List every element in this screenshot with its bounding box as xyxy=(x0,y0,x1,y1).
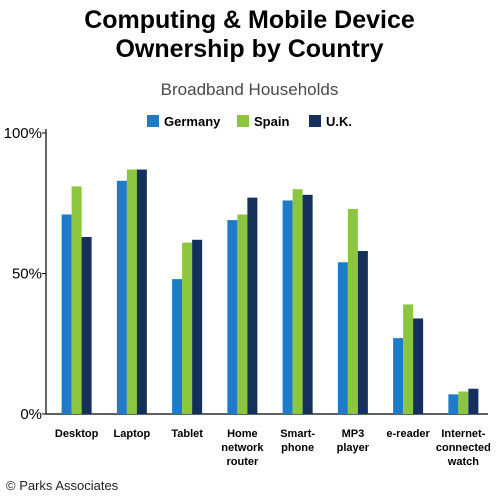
x-tick-label-5-2: phone xyxy=(281,442,314,454)
x-tick-label-3-1: Tablet xyxy=(171,428,203,440)
bar-7-3 xyxy=(413,318,424,414)
x-tick-label-5-1: Smart- xyxy=(280,428,315,440)
bar-2-2 xyxy=(126,169,137,414)
chart-title: Computing & Mobile Device Ownership by C… xyxy=(0,6,499,64)
x-tick-label-4-3: router xyxy=(226,456,259,468)
bar-6-2 xyxy=(347,208,358,414)
y-tick-label-1: 0% xyxy=(20,406,42,423)
x-tick-label-4-1: Home xyxy=(227,428,258,440)
bar-5-2 xyxy=(292,189,303,414)
bar-1-2 xyxy=(71,186,82,414)
x-tick-label-1-1: Desktop xyxy=(55,428,99,440)
x-tick-label-7-1: e-reader xyxy=(386,428,430,440)
bar-8-1 xyxy=(448,394,459,414)
legend-label-1: Germany xyxy=(164,114,221,129)
chart-title-line-2: Ownership by Country xyxy=(115,35,384,63)
legend-swatch-2 xyxy=(237,115,249,127)
y-tick-label-3: 100% xyxy=(4,125,42,142)
bar-3-3 xyxy=(192,239,203,414)
bar-8-2 xyxy=(458,391,469,414)
x-tick-label-8-2: connected xyxy=(436,442,491,454)
bar-2-1 xyxy=(116,180,127,414)
bar-8-3 xyxy=(468,388,479,414)
bar-6-3 xyxy=(357,251,368,414)
legend-label-2: Spain xyxy=(254,114,289,129)
x-tick-label-2-1: Laptop xyxy=(114,428,151,440)
legend-swatch-1 xyxy=(147,115,159,127)
x-tick-label-8-1: Internet- xyxy=(441,428,485,440)
x-tick-label-6-1: MP3 xyxy=(342,428,365,440)
bar-7-1 xyxy=(393,338,404,414)
chart-subtitle: Broadband Households xyxy=(160,80,339,99)
chart-title-line-1: Computing & Mobile Device xyxy=(84,6,415,34)
bar-4-1 xyxy=(227,220,238,414)
legend-label-3: U.K. xyxy=(326,114,352,129)
x-tick-label-6-2: player xyxy=(337,442,370,454)
x-tick-label-4-2: network xyxy=(221,442,264,454)
copyright-notice: © Parks Associates xyxy=(6,478,119,493)
bar-1-3 xyxy=(81,236,92,414)
bar-3-1 xyxy=(172,279,183,414)
y-tick-label-2: 50% xyxy=(12,266,42,283)
bar-6-1 xyxy=(337,262,348,414)
bar-7-2 xyxy=(403,304,414,414)
bar-5-1 xyxy=(282,200,293,414)
bar-2-3 xyxy=(136,169,147,414)
bar-4-3 xyxy=(247,197,258,414)
bar-4-2 xyxy=(237,214,248,414)
bar-5-3 xyxy=(302,194,313,414)
bar-1-1 xyxy=(61,214,72,414)
bar-3-2 xyxy=(182,242,193,414)
x-tick-label-8-3: watch xyxy=(447,456,479,468)
legend-swatch-3 xyxy=(309,115,321,127)
